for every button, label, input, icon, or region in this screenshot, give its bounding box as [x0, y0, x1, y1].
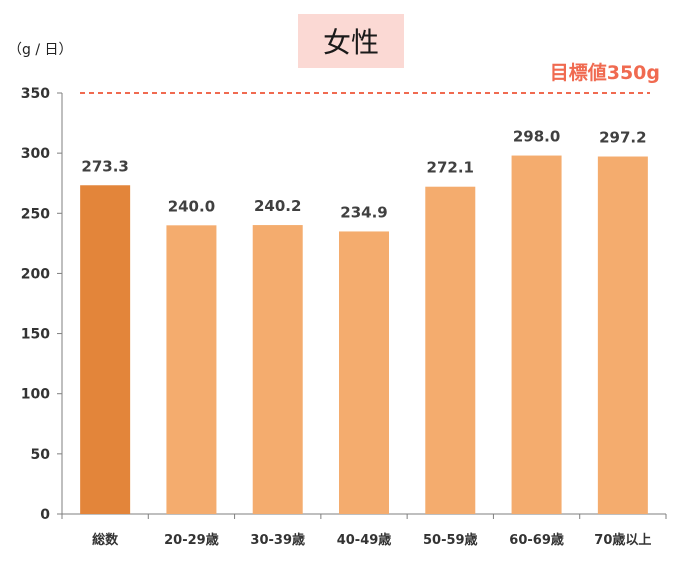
y-tick-label: 150 — [21, 327, 50, 343]
x-tick-label: 70歳以上 — [594, 532, 651, 548]
x-tick-label: 20-29歳 — [164, 532, 219, 548]
bar — [425, 186, 476, 514]
y-tick-label: 350 — [21, 86, 50, 102]
data-label: 240.0 — [168, 197, 215, 215]
data-label: 273.3 — [81, 157, 128, 175]
x-tick-label: 60-69歳 — [509, 532, 564, 548]
bar — [339, 231, 389, 514]
x-tick-label: 総数 — [92, 532, 119, 548]
y-tick-label: 300 — [21, 146, 50, 162]
y-tick-label: 0 — [40, 507, 50, 523]
y-tick-label: 100 — [21, 387, 50, 403]
y-tick-label: 50 — [31, 447, 51, 463]
y-axis-unit-label: （g / 日） — [8, 42, 73, 58]
bar — [597, 156, 648, 514]
bar — [166, 225, 217, 515]
x-tick-label: 40-49歳 — [337, 532, 392, 548]
x-tick-label: 50-59歳 — [423, 532, 478, 548]
data-label: 298.0 — [513, 128, 560, 146]
data-label: 240.2 — [254, 197, 301, 215]
y-tick-label: 250 — [21, 206, 50, 222]
chart-title: 女性 — [323, 26, 379, 59]
y-tick-label: 200 — [21, 266, 50, 282]
bar — [252, 225, 303, 514]
data-label: 297.2 — [599, 129, 646, 147]
data-label: 272.1 — [427, 159, 474, 177]
target-label: 目標値350g — [550, 61, 660, 84]
x-tick-label: 30-39歳 — [250, 532, 305, 548]
chart-title-background — [298, 14, 404, 68]
data-label: 234.9 — [340, 203, 387, 221]
bar — [80, 185, 131, 514]
bar — [511, 155, 562, 514]
plot-area: 0 50 100 150 200 250 300 350 273.3 総数 240.0 20-29歳 2… — [21, 86, 667, 548]
